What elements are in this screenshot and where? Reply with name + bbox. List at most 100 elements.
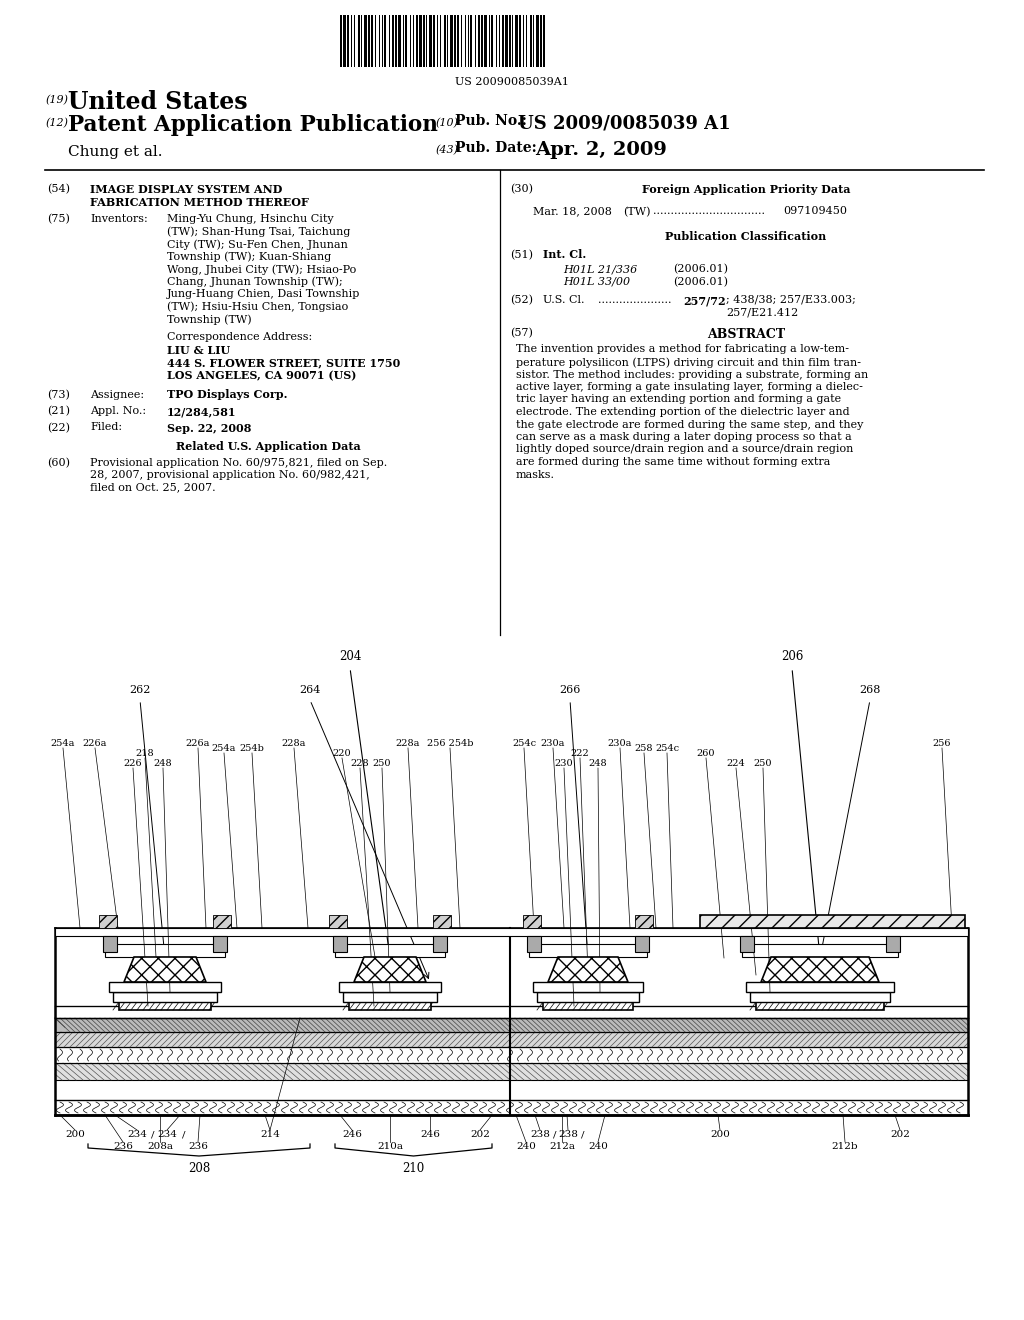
Text: 208: 208: [187, 1162, 210, 1175]
Text: Township (TW); Kuan-Shiang: Township (TW); Kuan-Shiang: [167, 252, 331, 263]
Bar: [213, 936, 227, 952]
Bar: [530, 15, 532, 67]
Bar: [886, 936, 900, 952]
Text: (73): (73): [47, 389, 70, 400]
Text: perature polysilicon (LTPS) driving circuit and thin film tran-: perature polysilicon (LTPS) driving circ…: [516, 356, 861, 367]
Text: the gate electrode are formed during the same step, and they: the gate electrode are formed during the…: [516, 420, 863, 429]
Text: 248: 248: [589, 759, 607, 768]
Text: (TW); Shan-Hung Tsai, Taichung: (TW); Shan-Hung Tsai, Taichung: [167, 227, 350, 238]
Bar: [213, 915, 231, 928]
Text: 226a: 226a: [185, 739, 210, 748]
Text: Foreign Application Priority Data: Foreign Application Priority Data: [642, 183, 850, 195]
Bar: [423, 15, 425, 67]
Text: 210: 210: [402, 1162, 425, 1175]
Text: 208a: 208a: [147, 1142, 173, 1151]
Text: 234: 234: [157, 1130, 177, 1139]
Bar: [99, 915, 117, 928]
Text: ................................: ................................: [653, 206, 765, 216]
Text: tric layer having an extending portion and forming a gate: tric layer having an extending portion a…: [516, 395, 841, 404]
Bar: [481, 15, 483, 67]
Bar: [406, 15, 407, 67]
Text: Sep. 22, 2008: Sep. 22, 2008: [167, 422, 251, 433]
Text: 254a: 254a: [212, 744, 237, 752]
Bar: [635, 915, 653, 928]
Text: Pub. No.:: Pub. No.:: [455, 114, 527, 128]
Bar: [395, 15, 397, 67]
Bar: [364, 15, 367, 67]
Text: 210a: 210a: [377, 1142, 403, 1151]
Text: 212a: 212a: [549, 1142, 575, 1151]
Text: masks.: masks.: [516, 470, 555, 479]
Text: US 2009/0085039 A1: US 2009/0085039 A1: [518, 114, 731, 132]
Bar: [55, 1063, 968, 1080]
Text: 230: 230: [555, 759, 573, 768]
Text: United States: United States: [68, 90, 248, 114]
Text: (TW); Hsiu-Hsiu Chen, Tongsiao: (TW); Hsiu-Hsiu Chen, Tongsiao: [167, 301, 348, 312]
Text: 254c: 254c: [512, 739, 536, 748]
Text: Chung et al.: Chung et al.: [68, 145, 163, 158]
Bar: [109, 982, 221, 993]
Text: ABSTRACT: ABSTRACT: [707, 327, 785, 341]
Bar: [398, 15, 401, 67]
Polygon shape: [354, 957, 426, 982]
Text: can serve as a mask during a later doping process so that a: can serve as a mask during a later dopin…: [516, 432, 852, 442]
Text: 260: 260: [696, 748, 715, 758]
Text: 256: 256: [933, 739, 951, 748]
Bar: [540, 15, 542, 67]
Bar: [536, 15, 539, 67]
Polygon shape: [761, 957, 879, 982]
Text: 250: 250: [373, 759, 391, 768]
Text: 200: 200: [66, 1130, 85, 1139]
Bar: [416, 15, 418, 67]
Text: H01L 21/336: H01L 21/336: [563, 264, 637, 275]
Text: 228a: 228a: [396, 739, 420, 748]
Text: 202: 202: [890, 1130, 910, 1139]
Text: 236: 236: [113, 1142, 133, 1151]
Bar: [505, 15, 508, 67]
Bar: [358, 15, 360, 67]
Text: 254c: 254c: [655, 744, 679, 752]
Text: 248: 248: [154, 759, 172, 768]
Bar: [55, 1006, 968, 1018]
Text: 218: 218: [136, 748, 155, 758]
Bar: [343, 15, 346, 67]
Text: 246: 246: [420, 1130, 440, 1139]
Bar: [55, 1032, 968, 1047]
Bar: [534, 982, 643, 993]
Text: 444 S. FLOWER STREET, SUITE 1750: 444 S. FLOWER STREET, SUITE 1750: [167, 358, 400, 368]
Polygon shape: [548, 957, 628, 982]
Text: 222: 222: [570, 748, 590, 758]
Text: 226a: 226a: [83, 739, 108, 748]
Bar: [470, 15, 472, 67]
Text: LOS ANGELES, CA 90071 (US): LOS ANGELES, CA 90071 (US): [167, 370, 356, 381]
Text: City (TW); Su-Fen Chen, Jhunan: City (TW); Su-Fen Chen, Jhunan: [167, 239, 348, 249]
Bar: [478, 15, 480, 67]
Text: 264: 264: [299, 685, 321, 696]
Bar: [55, 1047, 968, 1063]
Text: IMAGE DISPLAY SYSTEM AND: IMAGE DISPLAY SYSTEM AND: [90, 183, 283, 195]
Text: 236: 236: [188, 1142, 208, 1151]
Bar: [527, 936, 541, 952]
Bar: [450, 15, 453, 67]
Bar: [347, 15, 349, 67]
Text: Wong, Jhubei City (TW); Hsiao-Po: Wong, Jhubei City (TW); Hsiao-Po: [167, 264, 356, 275]
Text: 258: 258: [635, 744, 653, 752]
Text: 240: 240: [516, 1142, 536, 1151]
Text: 28, 2007, provisional application No. 60/982,421,: 28, 2007, provisional application No. 60…: [90, 470, 370, 480]
Text: Int. Cl.: Int. Cl.: [543, 249, 587, 260]
Bar: [392, 15, 394, 67]
Text: (19): (19): [45, 95, 68, 106]
Text: (30): (30): [510, 183, 534, 194]
Text: 228: 228: [350, 759, 370, 768]
Text: /: /: [182, 1130, 185, 1139]
Bar: [543, 15, 545, 67]
Text: (TW): (TW): [623, 206, 650, 216]
Text: FABRICATION METHOD THEREOF: FABRICATION METHOD THEREOF: [90, 197, 309, 207]
Text: 200: 200: [710, 1130, 730, 1139]
Text: lightly doped source/drain region and a source/drain region: lightly doped source/drain region and a …: [516, 445, 853, 454]
Bar: [433, 915, 451, 928]
Bar: [742, 944, 898, 957]
Bar: [740, 936, 754, 952]
Text: 234: 234: [127, 1130, 146, 1139]
Text: (52): (52): [510, 294, 534, 305]
